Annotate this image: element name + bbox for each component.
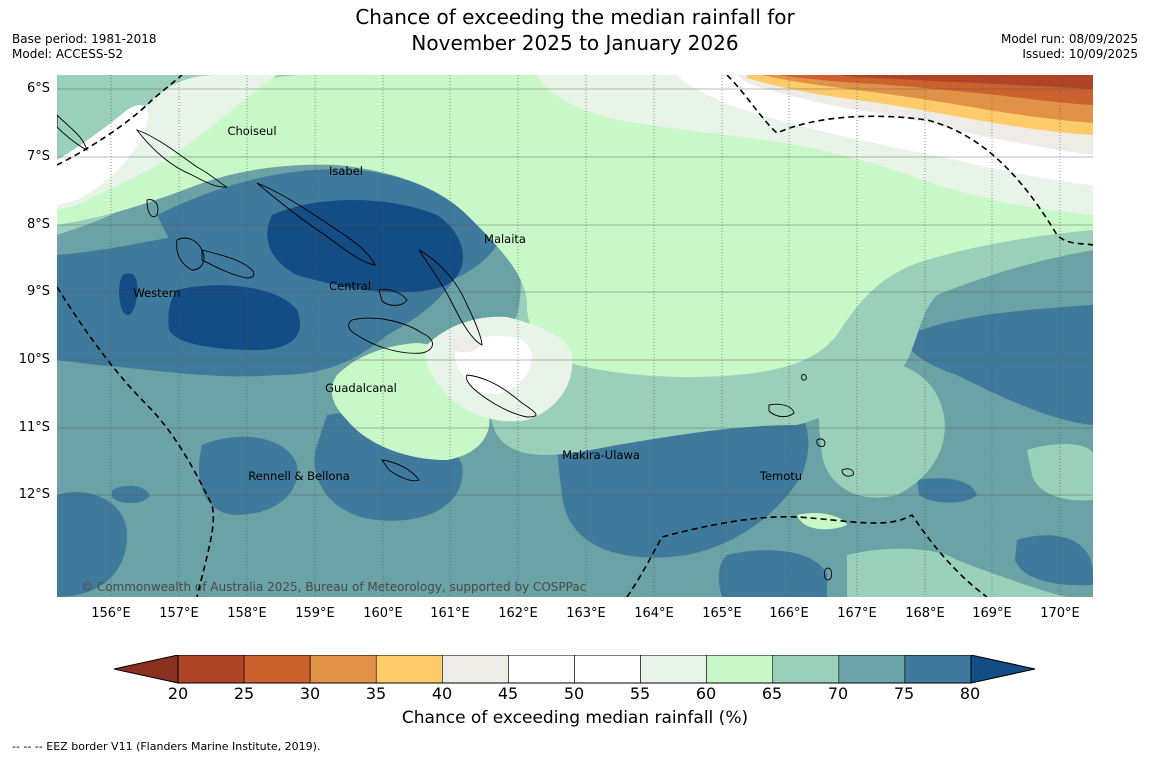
latitude-lines [57,88,1093,496]
lon-label-168e: 168°E [905,606,945,621]
colorbar-segment [375,655,443,684]
map-title: Chance of exceeding the median rainfall … [0,4,1150,56]
island-malaita [418,249,483,346]
lon-label-161e: 161°E [430,606,470,621]
lat-label-7s: 7°S [26,149,50,164]
title-line-2: November 2025 to January 2026 [411,31,739,55]
region-label-malaita: Malaita [484,232,526,246]
lon-label-157e: 157°E [159,606,199,621]
colorbar-tick-65: 65 [761,684,783,703]
lon-label-164e: 164°E [634,606,674,621]
region-label-guadalcanal: Guadalcanal [325,381,397,395]
colorbar-segment [706,655,774,684]
colorbar-segment [177,655,245,684]
copyright-text: © Commonwealth of Australia 2025, Bureau… [81,580,587,594]
island-outlines [57,114,854,581]
lon-label-158e: 158°E [227,606,267,621]
model-text: Model: ACCESS-S2 [12,47,124,61]
meta-right: Model run: 08/09/2025 Issued: 10/09/2025 [1001,32,1138,62]
island-choiseul [135,129,228,188]
island-isabel [256,182,376,266]
island-temotu [768,403,795,418]
colorbar-segment [442,655,509,684]
region-label-western: Western [133,286,181,300]
island-nendo [816,438,826,447]
lon-label-167e: 167°E [837,606,877,621]
colorbar-tick-30: 30 [299,684,321,703]
colorbar-tick-20: 20 [167,684,189,703]
colorbar-tick-80: 80 [959,684,981,703]
lon-label-159e: 159°E [295,606,335,621]
colorbar-segment [904,655,972,684]
lat-label-9s: 9°S [26,284,50,299]
island-small-se [824,567,832,581]
model-run-text: Model run: 08/09/2025 [1000,32,1138,46]
colorbar-tick-45: 45 [497,684,519,703]
contour-80-plus [119,200,464,350]
region-label-central: Central [329,279,371,293]
lon-label-163e: 163°E [566,606,606,621]
colorbar [114,655,1036,684]
region-label-choiseul: Choiseul [227,124,277,138]
colorbar-segment [243,655,311,684]
lon-label-169e: 169°E [972,606,1012,621]
island-central [378,288,408,306]
colorbar-tick-75: 75 [893,684,915,703]
region-label-makira-ulawa: Makira-Ulawa [562,448,640,462]
colorbar-tick-55: 55 [629,684,651,703]
island-western-3 [146,199,159,218]
graticule [110,75,1061,597]
region-label-rennell-bellona: Rennell & Bellona [248,469,350,483]
lon-label-162e: 162°E [498,606,538,621]
lon-label-160e: 160°E [363,606,403,621]
base-period-text: Base period: 1981-2018 [12,32,157,46]
island-temotu-2 [841,468,854,477]
island-guadalcanal [348,317,433,354]
lat-label-11s: 11°S [18,420,50,435]
colorbar-segments [177,655,972,684]
lon-label-170e: 170°E [1040,606,1080,621]
island-shortland [57,114,88,151]
colorbar-segment [508,655,575,684]
island-western-2 [201,249,255,279]
colorbar-under-arrow [114,655,179,684]
lon-label-156e: 156°E [91,606,131,621]
colorbar-tick-70: 70 [827,684,849,703]
colorbar-tick-35: 35 [365,684,387,703]
eez-border [57,75,1093,597]
eez-footnote: -- -- -- EEZ border V11 (Flanders Marine… [12,740,321,753]
island-western-1 [176,237,205,271]
island-makira [465,374,537,418]
lat-label-12s: 12°S [18,487,50,502]
colorbar-label: Chance of exceeding median rainfall (%) [401,708,749,728]
meta-left: Base period: 1981-2018 Model: ACCESS-S2 [12,32,157,62]
region-label-temotu: Temotu [759,469,803,483]
colorbar-segment [574,655,641,684]
colorbar-tick-40: 40 [431,684,453,703]
lon-label-165e: 165°E [702,606,742,621]
lat-label-8s: 8°S [26,217,50,232]
island-small-east [801,374,807,381]
colorbar-segment [772,655,840,684]
lon-label-166e: 166°E [769,606,809,621]
lat-label-6s: 6°S [26,81,50,96]
colorbar-tick-60: 60 [695,684,717,703]
colorbar-tick-25: 25 [233,684,255,703]
colorbar-tick-50: 50 [563,684,585,703]
colorbar-segment [640,655,707,684]
colorbar-segment [309,655,377,684]
title-line-1: Chance of exceeding the median rainfall … [355,5,795,29]
colorbar-over-arrow [970,655,1036,684]
island-rennell [381,459,420,482]
contour-20-25 [837,75,1093,89]
lat-label-10s: 10°S [18,352,50,367]
colorbar-segment [838,655,906,684]
issued-text: Issued: 10/09/2025 [1022,47,1138,61]
region-label-isabel: Isabel [328,164,364,178]
rainfall-map [57,75,1093,597]
colorbar-frame [177,655,972,684]
